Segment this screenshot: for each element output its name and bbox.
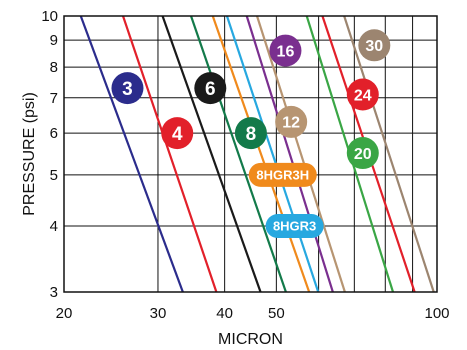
series-badge-6: 6	[194, 72, 227, 105]
series-lines	[79, 15, 435, 293]
series-badge-12: 12	[275, 105, 308, 138]
x-tick-label: 40	[216, 305, 233, 322]
series-badge-8hgr3: 8HGR3	[265, 214, 324, 239]
x-axis-title: MICRON	[218, 331, 283, 348]
badge-shape	[346, 137, 379, 170]
badge-label: 16	[277, 43, 295, 60]
series-badge-24: 24	[346, 78, 379, 111]
tick-labels: 20 30 40 50 100 3 4 5 6 7 8 9 10	[41, 8, 449, 322]
y-tick-label: 5	[50, 167, 58, 184]
badge-shape	[346, 78, 379, 111]
badge-label: 8HGR3	[273, 219, 316, 234]
badge-shape	[248, 162, 317, 187]
y-tick-label: 7	[50, 90, 58, 107]
badge-label: 8	[246, 124, 257, 145]
badge-label: 12	[282, 115, 300, 132]
series-badge-20: 20	[346, 137, 379, 170]
y-tick-label: 10	[41, 8, 58, 25]
y-tick-label: 8	[50, 59, 58, 76]
y-tick-label: 6	[50, 125, 58, 142]
series-line-30	[343, 15, 435, 293]
y-tick-label: 4	[50, 218, 58, 235]
series-line-8hgr3	[225, 15, 320, 293]
badge-label: 20	[354, 146, 372, 163]
badge-shape	[194, 72, 227, 105]
series-badges: 3 4 6 8 8HGR3H 8HGR3 16 12 20 24 30	[111, 29, 391, 239]
badge-shape	[234, 117, 267, 150]
badge-shape	[111, 72, 144, 105]
x-tick-label: 30	[150, 305, 167, 322]
badge-label: 24	[354, 87, 372, 104]
badge-shape	[269, 34, 302, 67]
badge-label: 6	[205, 79, 216, 100]
series-line-6	[161, 15, 262, 293]
plot-frame	[63, 15, 438, 293]
y-tick-label: 9	[50, 32, 58, 49]
x-tick-label: 100	[424, 305, 449, 322]
y-axis-title: PRESSURE (psi)	[21, 92, 38, 216]
series-badge-8hgr3h: 8HGR3H	[248, 162, 317, 187]
badge-label: 4	[172, 124, 183, 145]
series-line-3	[79, 15, 184, 293]
series-line-4	[121, 15, 218, 293]
series-badge-16: 16	[269, 34, 302, 67]
series-line-16	[245, 15, 334, 293]
badge-label: 8HGR3H	[256, 168, 309, 183]
badge-shape	[275, 105, 308, 138]
badge-shape	[358, 29, 391, 62]
series-badge-3: 3	[111, 72, 144, 105]
x-tick-label: 50	[268, 305, 285, 322]
series-line-12	[255, 15, 346, 293]
series-badge-8: 8	[234, 117, 267, 150]
badge-shape	[161, 117, 194, 150]
y-tick-label: 3	[50, 284, 58, 301]
x-tick-label: 20	[56, 305, 73, 322]
badge-shape	[265, 214, 324, 239]
series-badge-30: 30	[358, 29, 391, 62]
series-badge-4: 4	[161, 117, 194, 150]
series-line-8hgr3h	[211, 15, 311, 293]
badge-label: 3	[122, 79, 133, 100]
series-line-8	[189, 15, 287, 293]
badge-label: 30	[365, 38, 383, 55]
